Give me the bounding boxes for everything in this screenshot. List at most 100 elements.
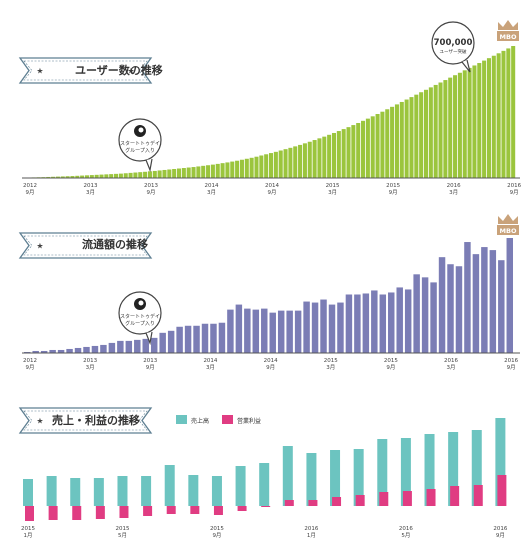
users-bar: [336, 131, 341, 178]
sales-bar: [448, 432, 459, 506]
tick-label-year: 2015: [386, 183, 400, 189]
profit-bar: [379, 492, 389, 506]
users-bar: [433, 84, 438, 178]
gmv-bar: [100, 344, 107, 353]
users-bar: [264, 154, 269, 178]
users-bar: [385, 109, 390, 178]
ribbon-stitch: [23, 60, 148, 81]
tick-label-month: 9月: [496, 532, 505, 539]
callout-line1: スタートトゥデイ: [120, 140, 160, 147]
profit-bar: [284, 500, 294, 506]
users-bar: [225, 162, 230, 178]
gmv-bar: [176, 326, 183, 353]
startup-logo-icon: [134, 298, 146, 310]
users-bar: [453, 75, 458, 178]
legend-swatch-sales: [176, 415, 187, 424]
profit-bar: [95, 506, 105, 519]
gmv-bar: [40, 350, 48, 353]
users-bar: [147, 171, 152, 178]
users-bar: [370, 116, 375, 178]
gmv-bar: [244, 308, 251, 353]
users-bar: [278, 150, 283, 178]
gmv-bar: [83, 346, 90, 353]
profit-bar: [426, 489, 436, 506]
milestone-unit: ユーザー突破: [440, 48, 467, 55]
gmv-bar: [362, 293, 370, 353]
users-bar: [283, 149, 288, 178]
gmv-bar: [167, 330, 175, 353]
gmv-bar: [159, 332, 166, 353]
tick-label-year: 2016: [447, 183, 461, 189]
gmv-bar: [506, 238, 513, 353]
users-bar: [186, 167, 191, 178]
ribbon-stitch: [23, 235, 148, 256]
users-bar: [302, 143, 307, 178]
x-axis-ticks: 20129月20133月20139月20143月20149月20153月2015…: [21, 183, 522, 539]
sales-bar: [353, 449, 364, 506]
users-bar: [196, 166, 201, 178]
tick-label-year: 2013: [83, 358, 97, 364]
tick-label-month: 9月: [389, 189, 398, 196]
users-bar: [60, 176, 65, 178]
users-bar: [390, 106, 395, 178]
gmv-bar: [142, 338, 149, 353]
users-bar: [448, 77, 453, 178]
tick-label-month: 9月: [268, 189, 277, 196]
users-bar: [269, 153, 274, 178]
profit-bar: [332, 497, 342, 506]
tick-label-year: 2013: [144, 183, 158, 189]
profit-bar: [166, 506, 176, 514]
gmv-bar: [328, 304, 336, 353]
profit-bar: [308, 500, 318, 506]
gmv-title-ribbon: ★ ★: [18, 232, 153, 259]
users-bar: [467, 67, 472, 178]
users-bar: [46, 176, 51, 178]
users-bar: [341, 129, 346, 178]
users-bar: [501, 50, 506, 178]
crown-icon-2: MBO: [497, 214, 519, 235]
gmv-bar: [489, 250, 497, 353]
users-bar: [443, 80, 448, 178]
users-bar: [331, 132, 337, 178]
tick-label-month: 5月: [401, 532, 410, 539]
users-bar: [128, 172, 133, 178]
ribbon-stitch: [23, 410, 148, 431]
tick-label-month: 9月: [146, 364, 155, 371]
gmv-bar: [345, 294, 353, 353]
users-bar: [75, 175, 80, 178]
star-icon: ★: [36, 67, 43, 76]
users-bar: [423, 89, 429, 178]
gmv-chart-title: 流通額の推移: [82, 237, 148, 251]
users-bar: [375, 114, 380, 178]
gmv-bar: [404, 289, 412, 353]
gmv-bar: [286, 310, 293, 353]
tick-label-month: 5月: [118, 532, 127, 539]
users-bar: [365, 118, 370, 178]
profit-bar: [72, 506, 82, 520]
sales-bar: [471, 430, 482, 506]
profit-bar: [213, 506, 223, 515]
users-bar: [51, 176, 56, 178]
users-bar: [152, 170, 157, 178]
users-bar: [89, 175, 94, 178]
users-bar: [172, 168, 177, 178]
tick-label-year: 2016: [444, 358, 458, 364]
profit-bar: [355, 495, 365, 506]
users-bar: [506, 48, 511, 178]
users-bar: [239, 159, 244, 178]
ribbon-shape: [18, 57, 153, 84]
users-bar: [181, 168, 186, 178]
gmv-bar: [201, 323, 209, 353]
users-bar: [404, 99, 409, 178]
gmv-bar: [227, 309, 234, 353]
gmv-bar: [91, 345, 99, 353]
users-bar: [104, 174, 109, 178]
gmv-bar: [396, 287, 403, 353]
users-bar: [351, 125, 356, 178]
tick-label-year: 2012: [23, 183, 37, 189]
callout-line2: グループ入り: [125, 147, 155, 154]
gmv-bar: [447, 264, 454, 353]
tick-label-year: 2016: [399, 526, 413, 532]
users-bar: [176, 168, 182, 178]
mbo-label: MBO: [500, 33, 517, 41]
